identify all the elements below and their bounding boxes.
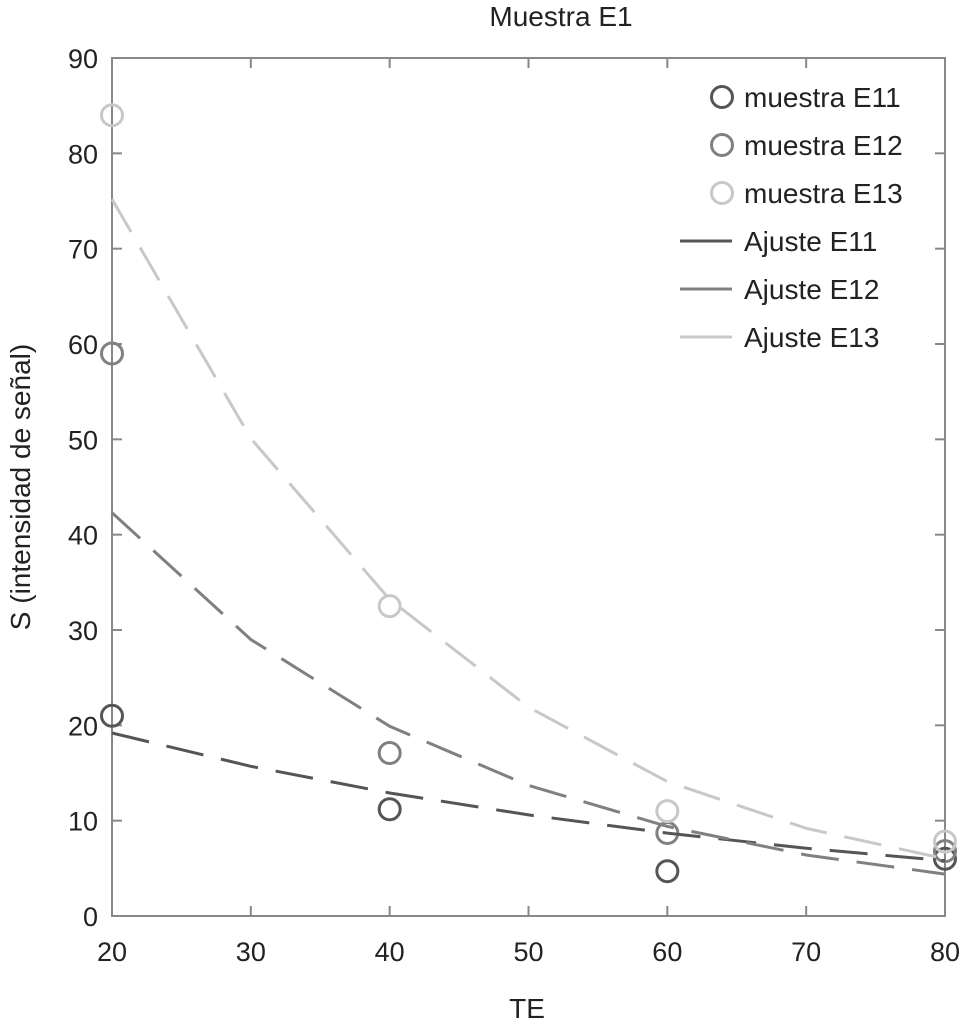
y-tick-label: 40 [68,521,98,551]
data-point-muestra-e12 [100,341,124,366]
y-tick-label: 50 [68,425,98,455]
y-tick-label: 70 [68,235,98,265]
legend-label-ajuste-e11: Ajuste E11 [744,226,877,257]
y-tick-label: 80 [68,139,98,169]
data-point-muestra-e13 [933,829,957,854]
data-point-muestra-e12 [377,740,402,765]
y-tick-label: 30 [68,616,98,646]
data-point-muestra-e11 [100,703,124,728]
y-tick-label: 0 [83,902,98,932]
y-axis-label: S (intensidad de señal) [5,344,36,630]
x-tick-label: 70 [791,937,821,967]
legend-label-muestra-e13: muestra E13 [744,178,903,209]
series-line-ajuste-e13 [110,198,946,861]
legend-label-ajuste-e12: Ajuste E12 [744,274,879,305]
plot-area: 20 30 40 50 60 70 80 0 10 20 30 40 50 60 70 80 90 muestra… [68,44,960,967]
x-tick-label: 60 [652,937,682,967]
legend-swatch-muestra-e11 [710,85,734,109]
data-point-muestra-e13 [100,103,124,128]
legend-label-ajuste-e13: Ajuste E13 [744,322,879,353]
data-point-muestra-e11 [655,859,680,884]
y-tick-label: 10 [68,807,98,837]
x-tick-label: 30 [236,937,266,967]
legend-swatch-muestra-e13 [710,181,734,205]
x-tick-label: 80 [930,937,960,967]
data-point-muestra-e12 [933,839,957,864]
x-tick-label: 40 [375,937,405,967]
data-point-muestra-e11 [377,797,402,822]
y-tick-label: 20 [68,711,98,741]
y-tick-label: 90 [68,44,98,74]
x-axis-label: TE [509,993,545,1023]
series-line-ajuste-e12 [110,511,946,876]
legend-label-muestra-e12: muestra E12 [744,130,903,161]
x-tick-label: 50 [513,937,543,967]
chart-title: Muestra E1 [489,1,632,32]
legend-label-muestra-e11: muestra E11 [744,82,901,113]
data-point-muestra-e11 [933,846,957,871]
y-tick-label: 60 [68,330,98,360]
legend-swatch-muestra-e12 [710,133,734,157]
data-point-muestra-e13 [377,594,402,619]
series-line-ajuste-e11 [111,731,946,863]
x-tick-label: 20 [97,937,127,967]
data-point-muestra-e13 [655,799,680,824]
